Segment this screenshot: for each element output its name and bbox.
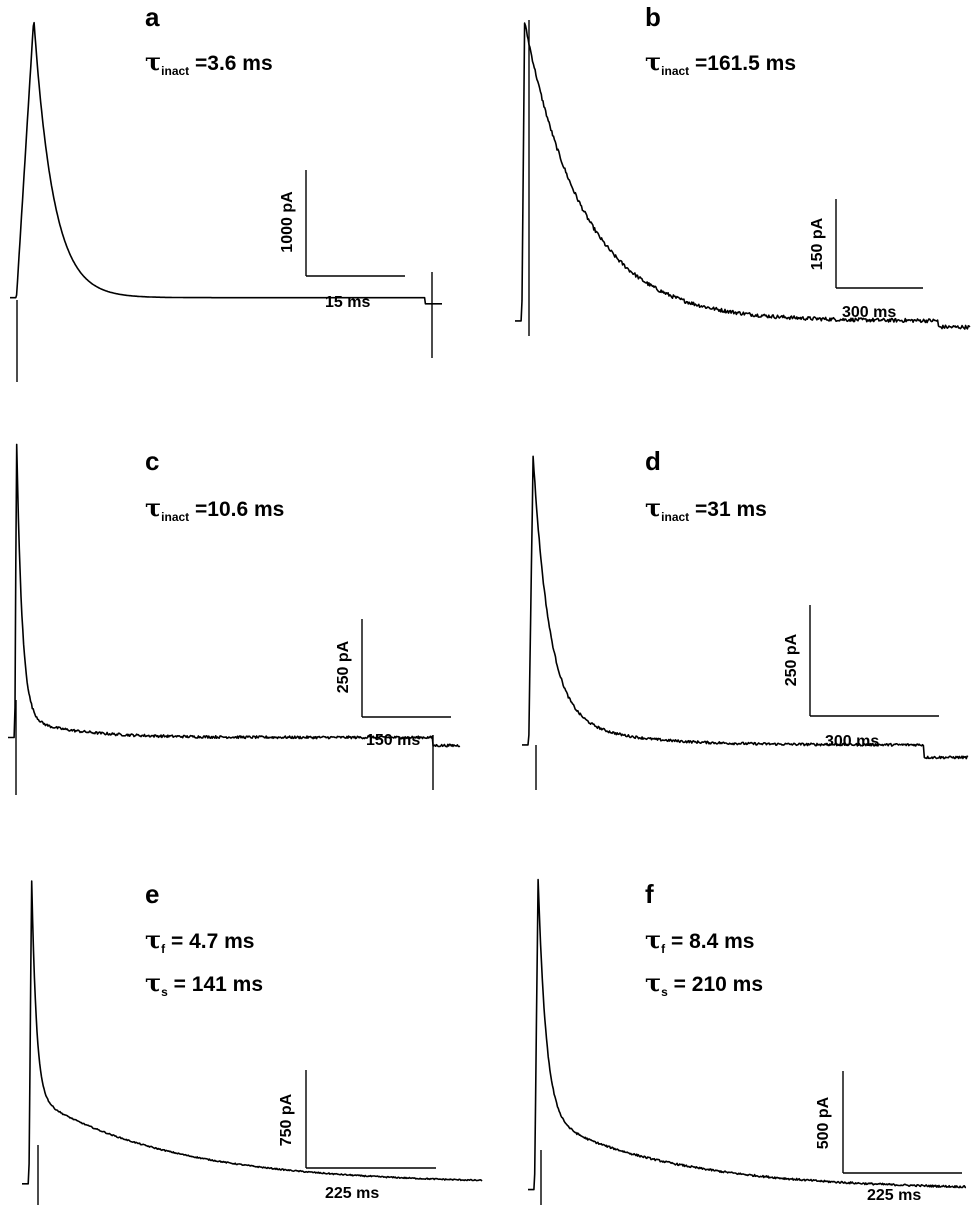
tau-symbol: τ bbox=[145, 925, 161, 954]
tau-value: = 8.4 ms bbox=[665, 930, 754, 953]
tau-symbol: τ bbox=[145, 493, 161, 522]
scale-label-current: 250 pA bbox=[335, 640, 352, 693]
current-trace bbox=[515, 22, 971, 330]
current-trace bbox=[8, 443, 461, 748]
scale-label-time: 300 ms bbox=[825, 733, 879, 750]
tau-annotation: τf = 4.7 ms bbox=[145, 925, 254, 956]
tau-subscript: s bbox=[661, 985, 668, 999]
current-trace bbox=[522, 455, 969, 760]
panel-label: b bbox=[645, 2, 661, 32]
tau-symbol: τ bbox=[645, 968, 661, 997]
tau-subscript: inact bbox=[661, 64, 689, 78]
tau-subscript: inact bbox=[161, 64, 189, 78]
scale-label-time: 150 ms bbox=[366, 732, 420, 749]
panel-label: d bbox=[645, 446, 661, 476]
tau-value: = 141 ms bbox=[168, 973, 263, 996]
scale-label-time: 225 ms bbox=[867, 1187, 921, 1204]
tau-annotation: τinact =10.6 ms bbox=[145, 493, 284, 524]
tau-subscript: s bbox=[161, 985, 168, 999]
scale-label-time: 225 ms bbox=[325, 1185, 379, 1202]
tau-annotation: τf = 8.4 ms bbox=[645, 925, 754, 956]
scale-label-time: 15 ms bbox=[325, 294, 370, 311]
tau-symbol: τ bbox=[145, 47, 161, 76]
tau-value: =161.5 ms bbox=[689, 52, 796, 75]
tau-value: = 210 ms bbox=[668, 973, 763, 996]
tau-value: =10.6 ms bbox=[189, 498, 284, 521]
tau-subscript: f bbox=[661, 942, 666, 956]
scale-label-current: 750 pA bbox=[278, 1093, 295, 1146]
tau-symbol: τ bbox=[645, 925, 661, 954]
tau-subscript: f bbox=[161, 942, 166, 956]
tau-annotation: τs = 210 ms bbox=[645, 968, 763, 999]
tau-value: = 4.7 ms bbox=[165, 930, 254, 953]
tau-annotation: τs = 141 ms bbox=[145, 968, 263, 999]
current-trace bbox=[10, 21, 442, 305]
tau-value: =3.6 ms bbox=[189, 52, 272, 75]
scale-label-current: 500 pA bbox=[815, 1096, 832, 1149]
scale-label-current: 250 pA bbox=[783, 633, 800, 686]
tau-symbol: τ bbox=[645, 493, 661, 522]
tau-symbol: τ bbox=[645, 47, 661, 76]
panel-label: c bbox=[145, 446, 159, 476]
tau-subscript: inact bbox=[161, 510, 189, 524]
tau-annotation: τinact =31 ms bbox=[645, 493, 767, 524]
scale-label-current: 150 pA bbox=[809, 217, 826, 270]
tau-symbol: τ bbox=[145, 968, 161, 997]
tau-annotation: τinact =161.5 ms bbox=[645, 47, 796, 78]
scale-label-current: 1000 pA bbox=[279, 191, 296, 253]
current-trace bbox=[22, 880, 483, 1185]
panel-label: e bbox=[145, 879, 159, 909]
panel-label: a bbox=[145, 2, 160, 32]
tau-annotation: τinact =3.6 ms bbox=[145, 47, 273, 78]
scale-label-time: 300 ms bbox=[842, 304, 896, 321]
current-trace bbox=[528, 878, 967, 1191]
tau-value: =31 ms bbox=[689, 498, 767, 521]
tau-subscript: inact bbox=[661, 510, 689, 524]
panel-label: f bbox=[645, 879, 654, 909]
